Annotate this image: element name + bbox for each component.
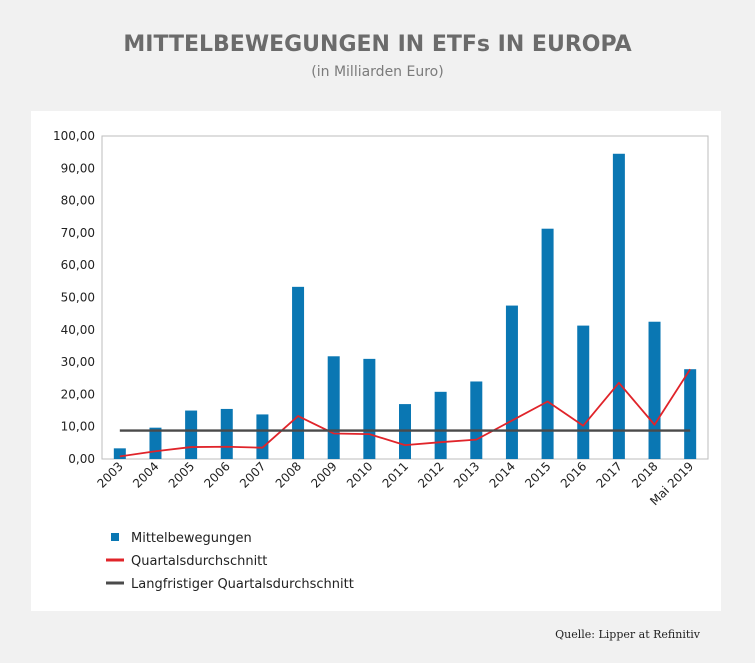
chart-panel: 0,00 10,00 20,00 30,00 40,00 50,00 60,00 70,00 8… <box>31 111 721 611</box>
x-tick-label: 2008 <box>273 459 304 490</box>
y-tick-label: 80,00 <box>61 194 95 208</box>
legend-swatch-bar <box>111 533 119 541</box>
x-tick-label: 2005 <box>166 459 197 490</box>
page-title: MITTELBEWEGUNGEN IN ETFs IN EUROPA <box>123 32 632 57</box>
x-tick-label: 2007 <box>237 459 268 490</box>
legend-label: Quartalsdurchschnitt <box>131 554 267 569</box>
x-tick-label: 2013 <box>451 459 482 490</box>
bar <box>577 325 590 459</box>
x-tick-label: 2015 <box>522 459 553 490</box>
y-tick-label: 20,00 <box>61 387 95 401</box>
y-tick-label: 0,00 <box>68 452 95 466</box>
x-tick-label: 2016 <box>558 459 589 490</box>
y-tick-label: 90,00 <box>61 161 95 175</box>
y-tick-label: 60,00 <box>61 258 95 272</box>
y-tick-label: 70,00 <box>61 226 95 240</box>
x-tick-label: 2010 <box>344 459 375 490</box>
x-tick-label: 2004 <box>130 459 161 490</box>
bar <box>434 391 447 459</box>
x-tick-label: 2006 <box>201 459 232 490</box>
x-tick-label: 2018 <box>629 459 660 490</box>
bar <box>363 358 376 459</box>
bar <box>684 369 697 459</box>
bar <box>612 153 625 459</box>
y-tick-label: 30,00 <box>61 355 95 369</box>
bar <box>541 228 554 459</box>
y-tick-label: 50,00 <box>61 291 95 305</box>
source-note: Quelle: Lipper at Refinitiv <box>555 628 700 641</box>
x-tick-label: 2011 <box>380 459 411 490</box>
y-tick-label: 40,00 <box>61 323 95 337</box>
x-tick-label: 2014 <box>487 459 518 490</box>
legend-label: Langfristiger Quartalsdurchschnitt <box>131 577 354 592</box>
bar <box>327 356 340 459</box>
bar <box>648 321 661 459</box>
bar <box>220 408 233 459</box>
y-tick-label: 10,00 <box>61 420 95 434</box>
legend-label: Mittelbewegungen <box>131 531 252 546</box>
bar <box>113 448 126 459</box>
bar <box>185 410 198 459</box>
bar <box>505 305 518 459</box>
bar <box>470 381 483 459</box>
x-tick-label: 2009 <box>308 459 339 490</box>
x-tick-label: 2012 <box>415 459 446 490</box>
x-tick-label: 2017 <box>594 459 625 490</box>
bar <box>292 286 305 459</box>
chart: 0,00 10,00 20,00 30,00 40,00 50,00 60,00 70,00 8… <box>53 129 709 592</box>
quarterly-avg-line <box>119 368 691 458</box>
page-subtitle: (in Milliarden Euro) <box>311 64 444 80</box>
bar <box>149 427 162 459</box>
y-tick-label: 100,00 <box>53 129 95 143</box>
bar <box>256 414 269 459</box>
x-tick-label: 2003 <box>94 459 125 490</box>
